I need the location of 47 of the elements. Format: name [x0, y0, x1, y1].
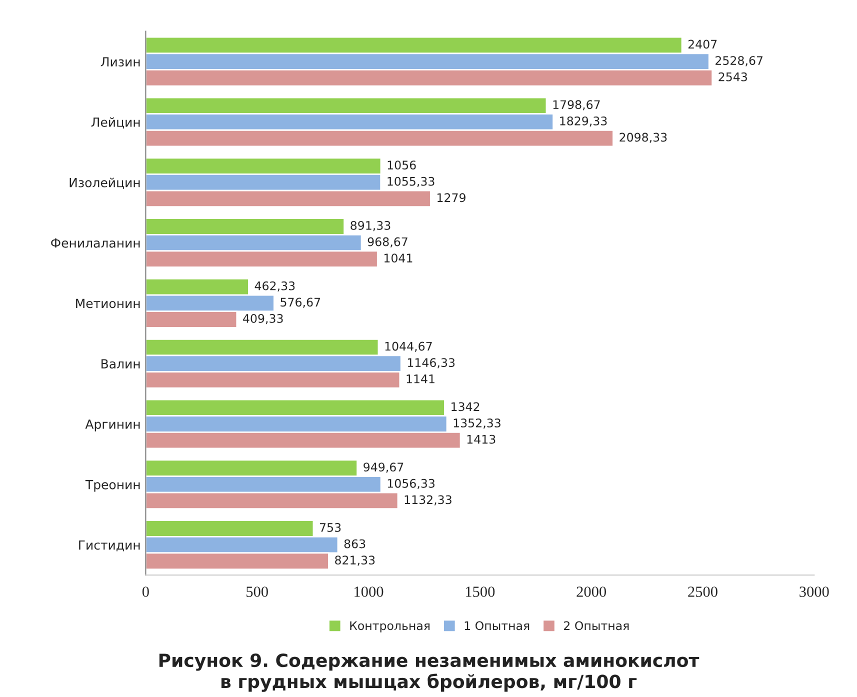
- legend-label: 1 Опытная: [464, 621, 530, 630]
- y-tick-label: Фенилаланин: [51, 238, 140, 248]
- y-tick-label: Аргинин: [85, 420, 140, 432]
- x-tick-label: 1000: [354, 586, 384, 597]
- data-label: 949,67: [364, 462, 404, 473]
- x-tick-label: 2500: [688, 586, 718, 597]
- data-label: 753: [320, 523, 341, 532]
- x-tick-label: 500: [246, 586, 268, 597]
- data-label: 821,33: [335, 556, 375, 566]
- data-label: 1146,33: [408, 358, 455, 368]
- legend-label: Контрольная: [350, 621, 430, 632]
- y-tick-label: Гистидин: [79, 540, 140, 552]
- data-label: 1055,33: [388, 176, 434, 188]
- data-label: 2543: [718, 72, 747, 82]
- y-tick-label: Метионин: [76, 298, 140, 308]
- data-label: 2098,33: [620, 132, 667, 143]
- data-label: 1413: [467, 434, 496, 444]
- x-tick-label: 2000: [576, 586, 606, 597]
- y-tick-label: Треонин: [85, 480, 140, 492]
- x-tick-label: 1500: [466, 586, 495, 597]
- data-label: 1056: [388, 160, 416, 170]
- data-label: 462,33: [254, 281, 295, 292]
- y-tick-label: Лизин: [100, 57, 140, 66]
- text: Рисунок 9. Содержание незаменимых аминокислот в грудных мышцах бройлеров, мг/100 г: [159, 654, 700, 692]
- data-label: 576,67: [280, 298, 320, 308]
- x-tick-label: 0: [142, 586, 149, 597]
- data-label: 2528,67: [716, 56, 762, 66]
- data-label: 1132,33: [404, 495, 452, 506]
- data-label: 1044,67: [385, 342, 432, 352]
- legend-label: 2 Опытная: [564, 621, 629, 630]
- data-label: 1041: [384, 254, 412, 263]
- data-label: 863: [344, 539, 366, 548]
- data-label: 1141: [406, 374, 434, 384]
- y-tick-label: Лейцин: [91, 117, 140, 128]
- y-tick-label: Изолейцин: [70, 178, 140, 189]
- data-label: 409,33: [243, 314, 283, 324]
- data-label: 1342: [452, 402, 480, 412]
- data-label: 891,33: [350, 220, 390, 232]
- data-label: 1798,67: [553, 100, 600, 110]
- data-label: 1056,33: [388, 478, 434, 490]
- data-label: 2407: [688, 40, 717, 49]
- data-label: 1279: [438, 193, 466, 202]
- data-label: 968,67: [368, 237, 408, 248]
- y-tick-label: Валин: [102, 359, 140, 369]
- data-label: 1352,33: [454, 418, 500, 429]
- x-tick-label: 3000: [800, 586, 829, 597]
- data-label: 1829,33: [560, 116, 607, 127]
